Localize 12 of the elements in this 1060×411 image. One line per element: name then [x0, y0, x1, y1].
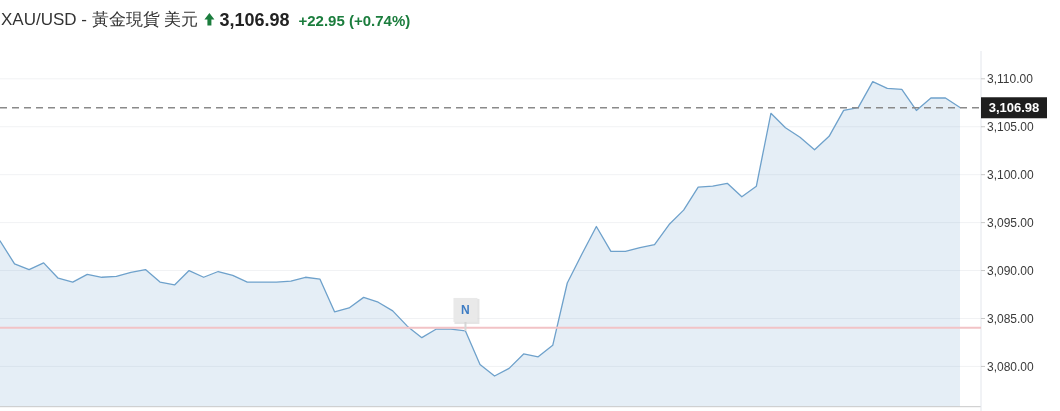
y-tick-label: 3,080.00 [987, 359, 1035, 374]
text: 3,106.98 [219, 10, 290, 30]
annotation: N [461, 303, 470, 318]
ref-line-label: 3,106.98 [988, 100, 1040, 116]
chart-title: XAU/USD - 黃金現貨 美元 [1, 10, 199, 29]
y-tick-label: 3,105.00 [987, 119, 1035, 134]
text: +22.95 (+0.74%) [298, 12, 411, 29]
y-tick-label: 3,095.00 [987, 215, 1035, 230]
y-tick-label: 3,100.00 [987, 167, 1035, 182]
y-tick-label: 3,110.00 [987, 72, 1034, 86]
y-tick-label: 3,090.00 [987, 263, 1035, 278]
y-tick-label: 3,085.00 [987, 311, 1035, 326]
